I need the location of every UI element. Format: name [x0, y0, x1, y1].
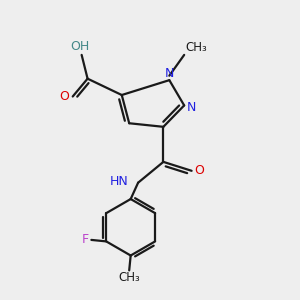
- Text: O: O: [194, 164, 204, 177]
- Text: N: N: [187, 101, 196, 114]
- Text: CH₃: CH₃: [186, 41, 207, 54]
- Text: F: F: [81, 233, 88, 246]
- Text: O: O: [59, 90, 69, 103]
- Text: CH₃: CH₃: [118, 271, 140, 284]
- Text: N: N: [165, 67, 174, 80]
- Text: OH: OH: [70, 40, 90, 53]
- Text: HN: HN: [110, 175, 129, 188]
